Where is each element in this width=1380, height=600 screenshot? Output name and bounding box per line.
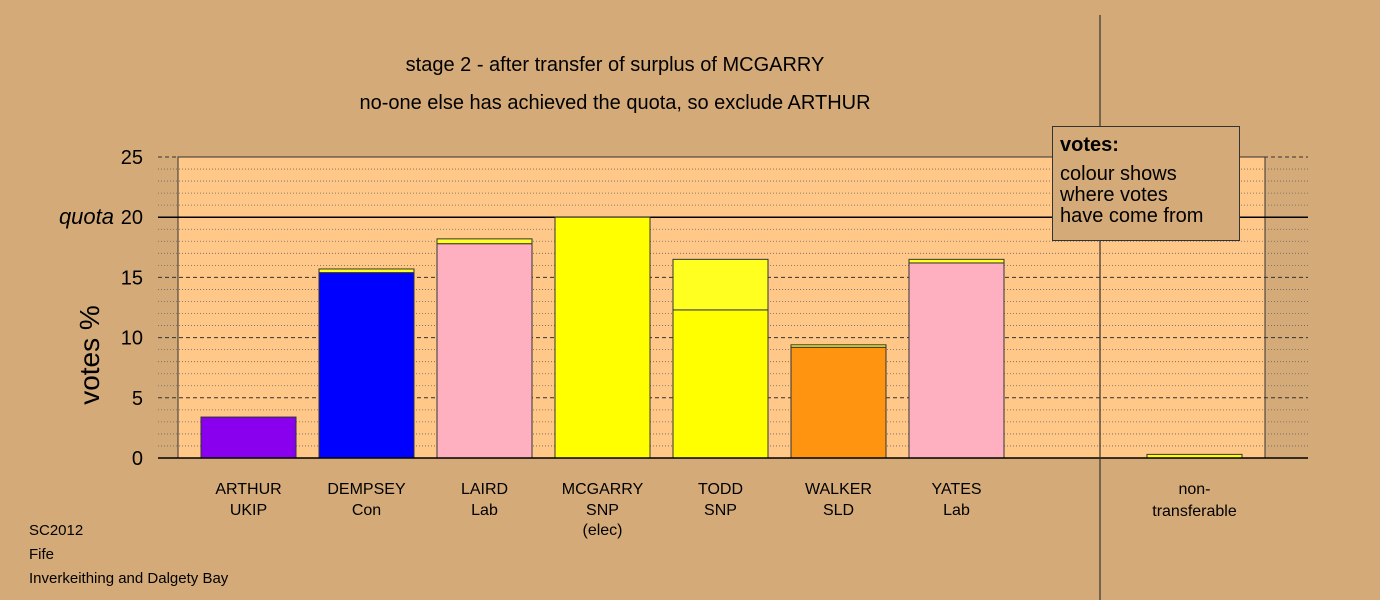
candidate-party: UKIP <box>230 502 267 519</box>
y-tick-label: 10 <box>121 328 143 350</box>
candidate-party: SLD <box>823 502 854 519</box>
y-tick-label: 5 <box>132 388 143 410</box>
bar-segment <box>318 272 415 459</box>
y-tick-label: 0 <box>132 448 143 470</box>
candidate-party: Con <box>352 502 381 519</box>
bar-segment <box>908 258 1005 264</box>
y-axis-label: votes % <box>74 305 105 405</box>
legend-line: colour shows <box>1060 163 1177 185</box>
footer-council: Fife <box>29 546 55 563</box>
candidate-name: WALKER <box>805 481 872 498</box>
bar-segment <box>790 344 887 348</box>
candidate-party: Lab <box>471 502 498 519</box>
bar-segment <box>672 309 769 459</box>
y-tick-label: 25 <box>121 147 143 169</box>
candidate-name: ARTHUR <box>215 481 281 498</box>
stage-subtitle: no-one else has achieved the quota, so e… <box>359 92 871 114</box>
candidate-note: (elec) <box>582 522 622 539</box>
bar-segment <box>318 268 415 274</box>
footer-election: SC2012 <box>29 522 84 539</box>
candidate-party: SNP <box>586 502 619 519</box>
legend-line: have come from <box>1060 205 1204 227</box>
footer-ward: Inverkeithing and Dalgety Bay <box>29 570 229 587</box>
quota-label: quota <box>59 204 114 229</box>
y-tick-label: 15 <box>121 267 143 289</box>
bar-segment <box>672 258 769 311</box>
candidate-party: SNP <box>704 502 737 519</box>
stage-title: stage 2 - after transfer of surplus of M… <box>405 54 825 76</box>
bar-segment <box>436 238 533 245</box>
y-tick-label: 20 <box>121 207 143 229</box>
bar-segment <box>908 262 1005 459</box>
candidate-name: MCGARRY <box>562 481 644 498</box>
candidate-name: TODD <box>698 481 743 498</box>
legend-box: votes: colour shows where votes have com… <box>1052 126 1240 241</box>
bar-segment <box>436 243 533 459</box>
candidate-party: Lab <box>943 502 970 519</box>
candidate-name: DEMPSEY <box>327 481 406 498</box>
legend-line: where votes <box>1060 184 1168 206</box>
bar-segment <box>790 346 887 459</box>
candidate-name: YATES <box>931 481 981 498</box>
candidate-name: LAIRD <box>461 481 508 498</box>
legend-title: votes: <box>1060 134 1119 156</box>
bar-segment <box>554 216 651 459</box>
non-transferable-label: transferable <box>1152 503 1237 520</box>
bar-segment <box>200 416 297 459</box>
non-transferable-label: non- <box>1178 481 1210 498</box>
